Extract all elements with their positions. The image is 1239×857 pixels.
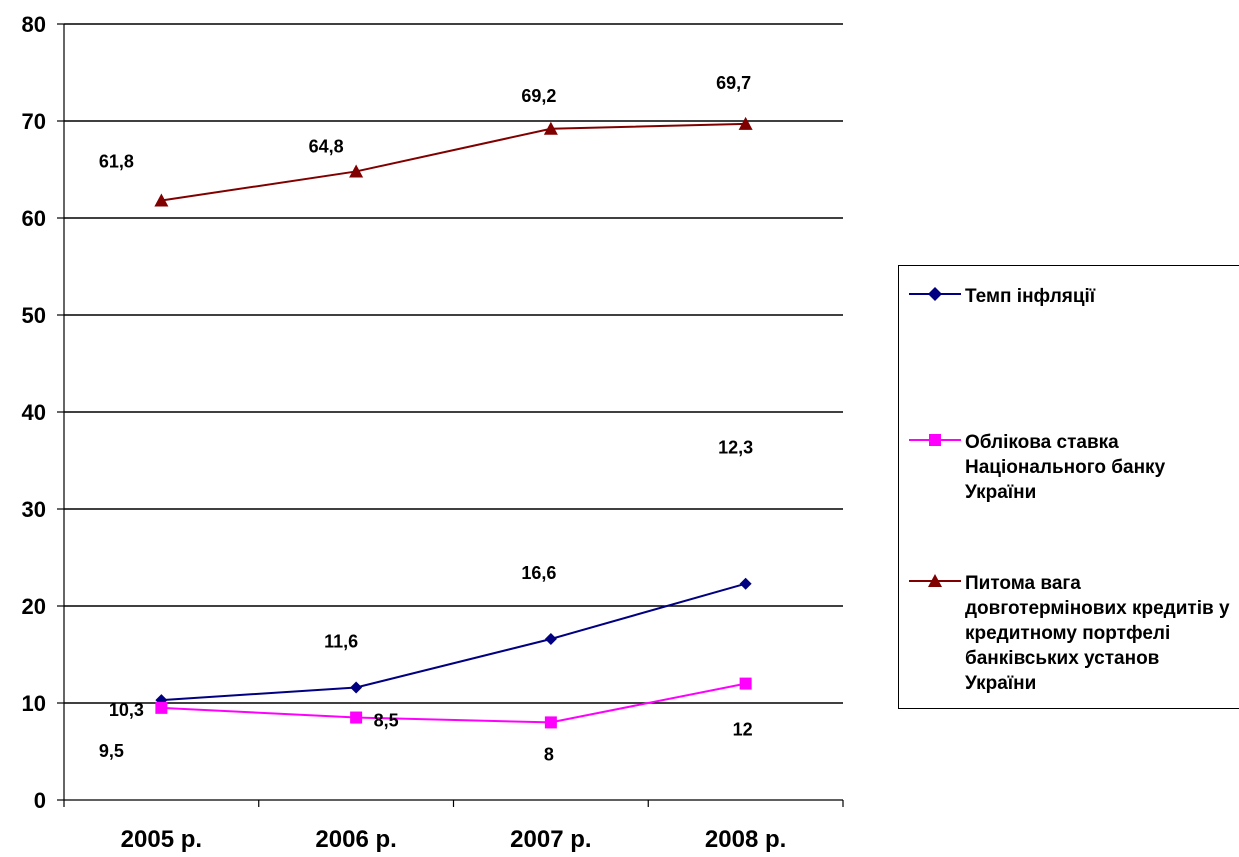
data-point-triangle xyxy=(154,193,169,207)
data-point-diamond xyxy=(739,577,752,590)
data-label: 10,3 xyxy=(109,700,144,720)
legend-label-discount-rate: Облікова ставка Національного банку Укра… xyxy=(965,432,1166,503)
data-label: 8 xyxy=(544,744,554,764)
data-point-square xyxy=(350,711,363,724)
x-tick-label: 2007 р. xyxy=(510,826,591,853)
series-group xyxy=(154,116,753,729)
data-label: 8,5 xyxy=(374,711,399,731)
axes xyxy=(57,23,844,807)
legend-item-discount-rate: Облікова ставка Національного банку Укра… xyxy=(909,430,1235,505)
series-line xyxy=(161,682,746,724)
square-marker-icon xyxy=(929,434,941,446)
y-tick-labels: 0 10 20 30 40 50 60 70 80 xyxy=(22,12,46,813)
y-tick-label: 10 xyxy=(22,691,46,716)
data-label: 64,8 xyxy=(309,136,344,156)
data-point-triangle xyxy=(543,121,558,135)
data-point-diamond xyxy=(350,681,363,694)
legend-item-inflation: Темп інфляції xyxy=(909,284,1235,309)
legend-item-long-term-loans: Питома вага довготермінових кредитів у к… xyxy=(909,571,1235,696)
data-label: 12,3 xyxy=(718,438,753,458)
data-label: 11,6 xyxy=(324,631,358,651)
y-tick-label: 60 xyxy=(22,206,46,231)
y-tick-label: 70 xyxy=(22,109,46,134)
legend-label-long-term-loans: Питома вага довготермінових кредитів у к… xyxy=(965,573,1230,694)
y-tick-label: 50 xyxy=(22,303,46,328)
y-tick-label: 80 xyxy=(22,12,46,37)
diamond-marker-icon xyxy=(928,287,942,301)
data-label: 69,7 xyxy=(716,73,751,93)
x-tick-label: 2005 р. xyxy=(121,826,202,853)
grid-lines xyxy=(64,23,843,704)
legend-swatch-long-term-loans xyxy=(909,571,961,591)
y-tick-label: 30 xyxy=(22,497,46,522)
data-label: 69,2 xyxy=(521,86,556,106)
data-point-square xyxy=(739,677,752,690)
x-tick-labels: 2005 р. 2006 р. 2007 р. 2008 р. xyxy=(121,826,787,853)
y-tick-label: 0 xyxy=(34,788,46,813)
x-tick-label: 2008 р. xyxy=(705,826,786,853)
data-point-square xyxy=(155,701,168,714)
y-tick-label: 40 xyxy=(22,400,46,425)
legend: Темп інфляції Облікова ставка Національн… xyxy=(898,265,1239,709)
series-line xyxy=(161,122,746,202)
series-line xyxy=(161,582,746,702)
data-label: 12 xyxy=(733,720,753,740)
data-label: 9,5 xyxy=(99,741,124,761)
legend-label-inflation: Темп інфляції xyxy=(965,286,1096,307)
data-label: 16,6 xyxy=(521,563,556,583)
data-point-square xyxy=(544,716,557,729)
legend-swatch-discount-rate xyxy=(909,430,961,450)
x-tick-label: 2006 р. xyxy=(315,826,396,853)
data-label: 61,8 xyxy=(99,152,134,172)
y-tick-label: 20 xyxy=(22,594,46,619)
data-labels: 10,3 11,6 16,6 12,3 9,5 8,5 8 12 61,8 64,8 69,2 69,… xyxy=(99,73,753,764)
legend-swatch-inflation xyxy=(909,284,961,304)
data-point-triangle xyxy=(349,164,364,178)
triangle-marker-icon xyxy=(928,574,942,587)
data-point-diamond xyxy=(544,632,557,645)
data-point-triangle xyxy=(738,116,753,130)
